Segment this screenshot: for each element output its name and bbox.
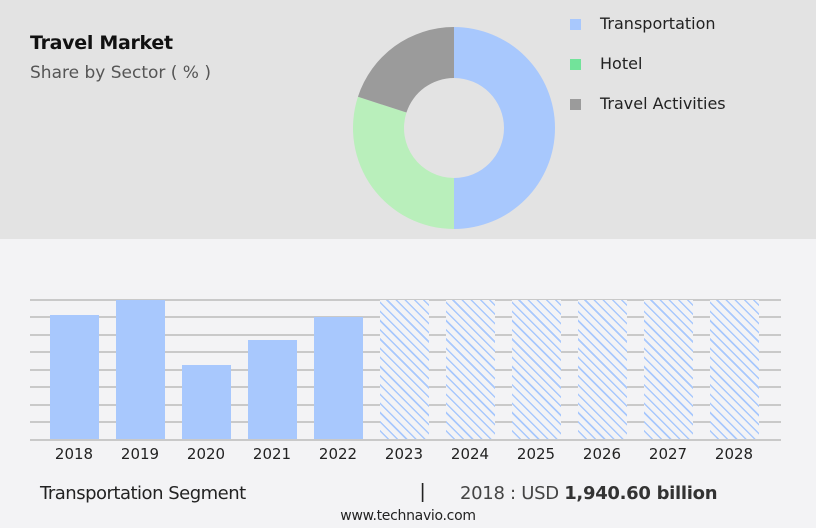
source-url: www.technavio.com (340, 508, 476, 524)
donut-slice-travel-activities (357, 26, 454, 113)
bar-2028-forecast (710, 300, 759, 439)
bar-2019 (116, 300, 165, 439)
bar-2024-forecast (446, 300, 495, 439)
x-tick-label: 2023 (384, 445, 424, 463)
legend-label: Travel Activities (600, 94, 726, 113)
x-tick-label: 2024 (450, 445, 490, 463)
bar-2022 (314, 317, 363, 439)
sector-donut-chart (352, 26, 555, 229)
share-by-sector-panel: Travel Market Share by Sector ( % ) Tran… (0, 0, 816, 239)
bar-2025-forecast (512, 300, 561, 439)
x-tick-label: 2021 (252, 445, 292, 463)
legend-label: Hotel (600, 54, 643, 73)
x-tick-label: 2025 (516, 445, 556, 463)
segment-label: Transportation Segment (40, 483, 246, 504)
legend-label: Transportation (600, 14, 716, 33)
x-tick-label: 2020 (186, 445, 226, 463)
bar-2023-forecast (380, 300, 429, 439)
baseline (30, 439, 781, 441)
bar-2018 (50, 315, 99, 439)
legend-swatch-icon (570, 59, 581, 70)
x-tick-label: 2026 (582, 445, 622, 463)
footer-separator: | (420, 481, 426, 503)
x-tick-label: 2027 (648, 445, 688, 463)
bar-2027-forecast (644, 300, 693, 439)
chart-title: Travel Market (30, 32, 173, 54)
chart-subtitle: Share by Sector ( % ) (30, 63, 211, 83)
bar-2026-forecast (578, 300, 627, 439)
bar-2020 (182, 365, 231, 439)
x-tick-label: 2022 (318, 445, 358, 463)
segment-value-prefix: 2018 : USD (460, 483, 559, 504)
legend-swatch-icon (570, 99, 581, 110)
x-tick-label: 2018 (54, 445, 94, 463)
segment-value: 2018 : USD 1,940.60 billion (460, 483, 718, 504)
x-tick-label: 2019 (120, 445, 160, 463)
bar-2021 (248, 340, 297, 439)
x-tick-label: 2028 (714, 445, 754, 463)
donut-slice-hotel (352, 96, 454, 229)
donut-slice-transportation (454, 27, 555, 229)
legend-swatch-icon (570, 19, 581, 30)
segment-value-amount: 1,940.60 billion (564, 483, 718, 504)
